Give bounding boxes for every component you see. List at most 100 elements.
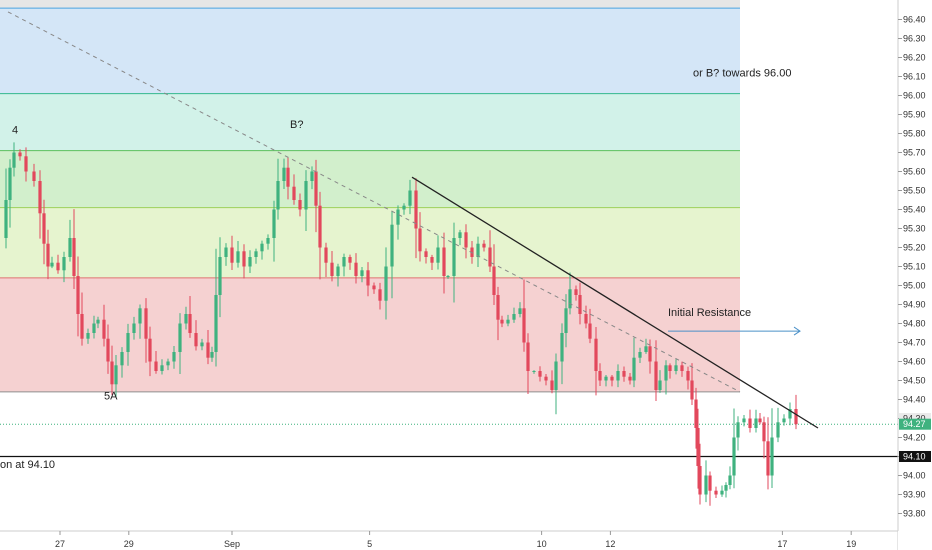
candle-body — [86, 333, 90, 339]
candle-body — [464, 232, 468, 248]
trendlines — [7, 11, 819, 429]
candle-body — [298, 200, 302, 210]
candlestick-series — [4, 142, 798, 506]
arrow-head-icon — [793, 326, 801, 336]
candle-body — [178, 323, 182, 352]
candle-body — [430, 257, 434, 263]
candle-body — [266, 238, 270, 244]
fib-zone-1 — [0, 93, 740, 151]
candle-body — [704, 475, 708, 495]
candle-body — [720, 490, 724, 495]
candle-body — [544, 376, 548, 381]
candle-body — [578, 295, 582, 314]
annotation-wave-4: 4 — [12, 125, 18, 137]
candle-body — [658, 380, 662, 390]
candle-body — [560, 333, 564, 362]
candle-body — [50, 262, 54, 267]
candle-body — [96, 319, 100, 324]
candle-body — [276, 181, 280, 210]
candle-body — [564, 308, 568, 333]
y-tick-label: 96.10 — [903, 72, 926, 82]
candle-body — [342, 257, 346, 267]
y-tick-label: 95.60 — [903, 167, 926, 177]
candle-body — [272, 209, 276, 238]
candle-body — [518, 308, 522, 314]
level-price-tag: 94.10 — [899, 451, 931, 462]
candle-body — [442, 247, 446, 276]
candle-body — [384, 266, 388, 301]
candle-body — [148, 338, 152, 362]
y-tick-label: 94.80 — [903, 319, 926, 329]
candle-body — [584, 314, 588, 324]
y-tick-label: 95.70 — [903, 148, 926, 158]
candle-body — [254, 251, 258, 257]
candle-body — [330, 262, 334, 276]
candle-body — [76, 276, 80, 314]
candle-body — [664, 365, 668, 381]
candle-body — [668, 365, 672, 371]
candle-body — [532, 371, 536, 372]
candle-body — [92, 323, 96, 333]
candle-body — [210, 352, 214, 358]
y-tick-label: 94.20 — [903, 433, 926, 443]
candle-body — [604, 376, 608, 381]
candle-body — [476, 243, 480, 257]
candle-body — [776, 422, 780, 438]
candle-body — [766, 441, 770, 476]
candle-body — [214, 295, 218, 352]
current-price-tag: 94.27 — [899, 418, 931, 430]
candle-body — [616, 371, 620, 381]
candle-body — [794, 409, 798, 425]
candle-body — [492, 266, 496, 295]
candle-body — [424, 251, 428, 257]
candle-body — [372, 285, 376, 290]
y-tick-label: 94.00 — [903, 471, 926, 481]
y-tick-label: 95.40 — [903, 205, 926, 215]
candle-body — [218, 257, 222, 295]
candle-body — [184, 314, 188, 324]
candle-body — [512, 314, 516, 320]
candle-body — [138, 308, 142, 324]
dashed-trendline[interactable] — [7, 11, 741, 393]
y-tick-label: 95.00 — [903, 281, 926, 291]
candle-body — [120, 352, 124, 366]
candle-body — [366, 270, 370, 286]
candle-body — [550, 380, 554, 390]
candle-body — [188, 314, 192, 333]
resistance-trendline[interactable] — [411, 176, 819, 429]
candle-body — [68, 238, 72, 257]
price-levels — [0, 423, 898, 458]
candle-body — [354, 262, 358, 276]
candle-body — [610, 376, 614, 381]
candle-body — [324, 247, 328, 263]
candle-body — [126, 333, 130, 352]
candle-body — [144, 308, 148, 339]
candle-body — [194, 333, 198, 347]
candle-body — [754, 418, 758, 428]
candle-body — [32, 171, 36, 181]
y-tick-label: 94.40 — [903, 395, 926, 405]
candle-body — [390, 224, 394, 267]
candle-body — [62, 257, 66, 271]
candle-body — [732, 437, 736, 476]
candle-body — [594, 338, 598, 371]
y-tick-label: 96.20 — [903, 53, 926, 63]
candle-body — [206, 342, 210, 358]
candle-body — [348, 257, 352, 263]
candle-body — [788, 409, 792, 419]
fib-zone-0 — [0, 8, 740, 94]
hover-price-tag: 94.30 — [899, 413, 931, 424]
candle-body — [648, 346, 652, 362]
candle-body — [12, 152, 16, 168]
candle-body — [554, 361, 558, 390]
candle-body — [224, 247, 228, 257]
candle-body — [674, 365, 678, 371]
candle-body — [80, 314, 84, 339]
y-tick-label: 96.30 — [903, 34, 926, 44]
candle-body — [282, 167, 286, 181]
candle-body — [770, 437, 774, 476]
candle-body — [154, 361, 158, 371]
candle-body — [248, 257, 252, 267]
candle-body — [644, 346, 648, 352]
